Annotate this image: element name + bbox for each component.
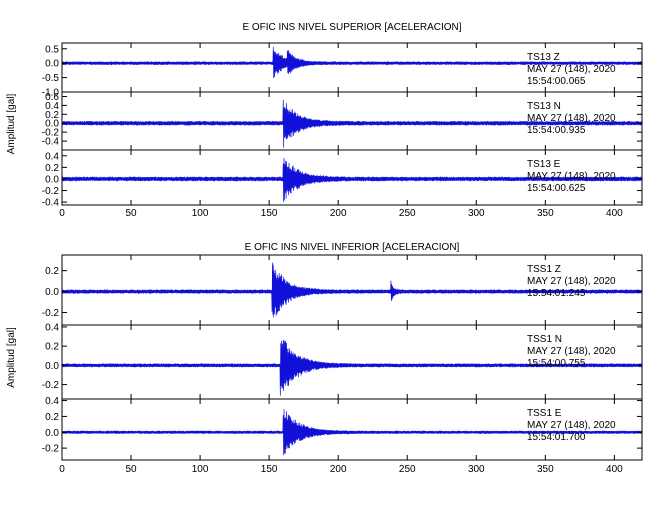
chart-title: E OFIC INS NIVEL SUPERIOR [ACELERACION] — [242, 22, 461, 33]
x-tick-label: 200 — [330, 208, 347, 219]
trace-line — [61, 408, 643, 455]
y-tick-label: -0.4 — [42, 137, 60, 148]
x-tick-label: 100 — [192, 464, 209, 475]
y-tick-label: -0.2 — [42, 308, 60, 319]
x-tick-label: 250 — [399, 208, 416, 219]
station-label-line: TS13 Z — [527, 52, 560, 63]
x-tick-label: 100 — [192, 208, 209, 219]
y-tick-label: 0.4 — [45, 101, 59, 112]
station-label-line: MAY 27 (148), 2020 — [527, 420, 616, 431]
station-label-line: 15:54:00.755 — [527, 358, 586, 369]
station-label-line: MAY 27 (148), 2020 — [527, 113, 616, 124]
x-tick-label: 50 — [125, 464, 137, 475]
x-tick-label: 250 — [399, 464, 416, 475]
station-label-line: MAY 27 (148), 2020 — [527, 276, 616, 287]
y-tick-label: 0.2 — [45, 163, 59, 174]
chart-group-1: E OFIC INS NIVEL SUPERIOR [ACELERACION] A… — [6, 22, 643, 219]
panel-frame — [61, 149, 643, 206]
y-tick-label: 0.4 — [45, 322, 59, 333]
x-tick-label: 300 — [468, 208, 485, 219]
y-tick-label: 0.0 — [45, 361, 59, 372]
x-tick-label: 350 — [537, 464, 554, 475]
y-axis-label: Amplitud [gal] — [6, 327, 17, 388]
station-label-line: 15:54:00.065 — [527, 76, 586, 87]
x-tick-label: 150 — [261, 208, 278, 219]
panel-frame — [61, 398, 643, 461]
x-tick-label: 0 — [59, 208, 65, 219]
y-tick-label: 0.0 — [45, 428, 59, 439]
y-tick-label: 0.4 — [45, 151, 59, 162]
x-tick-label: 350 — [537, 208, 554, 219]
y-tick-label: 0.0 — [45, 119, 59, 130]
station-label-line: MAY 27 (148), 2020 — [527, 64, 616, 75]
y-tick-label: -0.2 — [42, 380, 60, 391]
trace-line — [61, 339, 643, 396]
y-tick-label: 0.2 — [45, 266, 59, 277]
y-tick-label: -0.5 — [42, 73, 60, 84]
x-tick-label: 200 — [330, 464, 347, 475]
trace-line — [61, 46, 643, 78]
x-tick-label: 50 — [125, 208, 137, 219]
station-label-line: MAY 27 (148), 2020 — [527, 346, 616, 357]
station-label-line: 15:54:01.700 — [527, 432, 586, 443]
y-tick-label: 0.5 — [45, 44, 59, 55]
station-label-line: MAY 27 (148), 2020 — [527, 171, 616, 182]
chart-group-2: E OFIC INS NIVEL INFERIOR [ACELERACION] A… — [6, 242, 643, 475]
station-label-line: TSS1 E — [527, 408, 562, 419]
trace-line — [61, 158, 643, 202]
x-tick-label: 400 — [606, 208, 623, 219]
station-label-line: TSS1 Z — [527, 264, 561, 275]
y-tick-label: -0.2 — [42, 444, 60, 455]
station-label-line: TS13 E — [527, 159, 561, 170]
y-tick-label: 0.0 — [45, 287, 59, 298]
station-label-line: 15:54:01.245 — [527, 288, 586, 299]
y-tick-label: -0.2 — [42, 186, 60, 197]
x-tick-label: 400 — [606, 464, 623, 475]
y-tick-label: -0.2 — [42, 128, 60, 139]
y-tick-label: -0.4 — [42, 198, 60, 209]
y-tick-label: 0.0 — [45, 174, 59, 185]
x-tick-label: 150 — [261, 464, 278, 475]
trace-line — [61, 99, 643, 148]
y-tick-label: 0.0 — [45, 59, 59, 70]
y-axis-label: Amplitud [gal] — [6, 93, 17, 154]
y-tick-label: 0.2 — [45, 342, 59, 353]
chart-title: E OFIC INS NIVEL INFERIOR [ACELERACION] — [245, 242, 460, 253]
trace-line — [61, 262, 643, 318]
y-tick-label: -1.0 — [42, 88, 60, 99]
x-tick-label: 300 — [468, 464, 485, 475]
y-tick-label: 0.4 — [45, 396, 59, 407]
y-tick-label: 0.6 — [45, 92, 59, 103]
station-label-line: TS13 N — [527, 101, 561, 112]
station-label-line: TSS1 N — [527, 334, 562, 345]
x-tick-label: 0 — [59, 464, 65, 475]
y-tick-label: 0.2 — [45, 110, 59, 121]
station-label-line: 15:54:00.935 — [527, 125, 586, 136]
y-tick-label: 0.2 — [45, 412, 59, 423]
station-label-line: 15:54:00.625 — [527, 183, 586, 194]
